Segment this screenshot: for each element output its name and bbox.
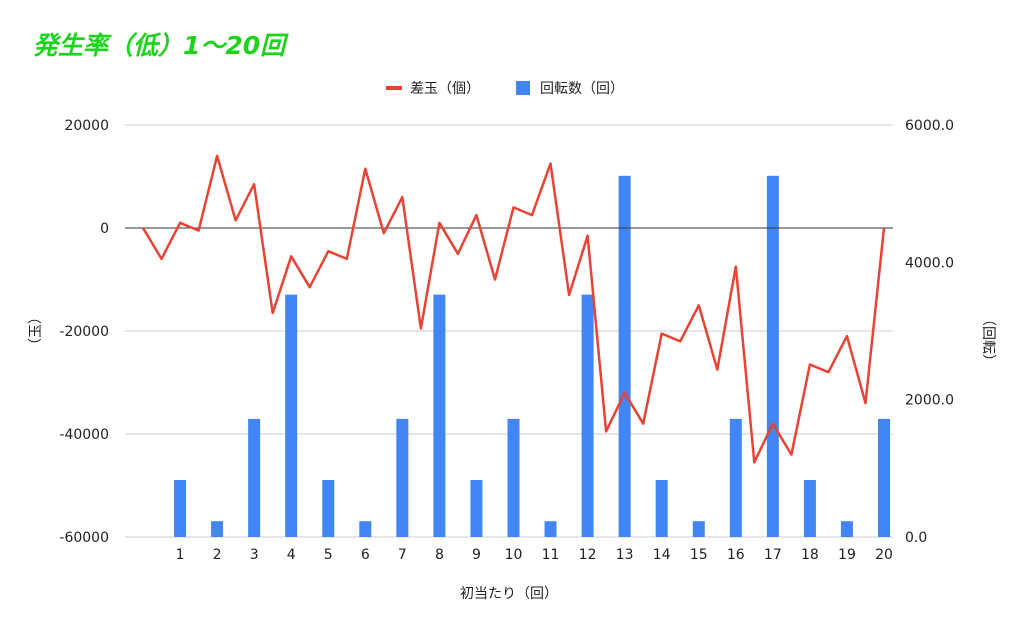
x-tick-label: 11 bbox=[542, 547, 560, 563]
bar bbox=[655, 480, 668, 537]
bar-series bbox=[174, 175, 890, 537]
bar bbox=[803, 480, 816, 537]
bar bbox=[766, 175, 779, 537]
x-tick-label: 7 bbox=[398, 547, 407, 563]
y-left-tick-label: -40000 bbox=[59, 427, 109, 443]
legend-line-label: 差玉（個） bbox=[410, 81, 480, 97]
x-tick-label: 2 bbox=[213, 547, 222, 563]
x-tick-label: 8 bbox=[435, 547, 444, 563]
bar bbox=[581, 294, 594, 537]
chart-title: 発生率（低）1〜20回 bbox=[33, 31, 286, 60]
x-tick-label: 12 bbox=[579, 547, 597, 563]
line-series bbox=[141, 154, 886, 464]
axis-labels: 20000 0 -20000 -40000 -60000 6000.0 4000.0 2000… bbox=[59, 118, 954, 563]
x-tick-label: 13 bbox=[616, 547, 634, 563]
bar bbox=[174, 480, 187, 537]
x-tick-label: 19 bbox=[838, 547, 856, 563]
bar bbox=[507, 418, 520, 537]
x-tick-label: 1 bbox=[176, 547, 185, 563]
x-tick-label: 10 bbox=[505, 547, 523, 563]
bar bbox=[285, 294, 298, 537]
bar bbox=[692, 521, 705, 537]
legend: 差玉（個） 回転数（回） bbox=[386, 81, 624, 97]
bar bbox=[248, 418, 261, 537]
y-axis-left-title: （玉） bbox=[28, 310, 44, 352]
y-right-tick-label: 6000.0 bbox=[905, 118, 954, 134]
bar bbox=[878, 418, 890, 537]
x-tick-label: 16 bbox=[727, 547, 745, 563]
legend-bar-label: 回転数（回） bbox=[540, 81, 624, 97]
bar bbox=[544, 521, 557, 537]
legend-bar-swatch bbox=[516, 81, 530, 95]
bar bbox=[470, 480, 483, 537]
y-left-tick-label: 20000 bbox=[64, 118, 109, 134]
y-left-tick-label: -20000 bbox=[59, 324, 109, 340]
y-right-tick-label: 0.0 bbox=[905, 530, 927, 546]
x-tick-label: 9 bbox=[472, 547, 481, 563]
x-tick-label: 17 bbox=[764, 547, 782, 563]
y-right-tick-label: 4000.0 bbox=[905, 255, 954, 271]
x-tick-label: 15 bbox=[690, 547, 708, 563]
y-left-tick-label: 0 bbox=[100, 221, 109, 237]
x-tick-label: 18 bbox=[801, 547, 819, 563]
y-right-tick-label: 2000.0 bbox=[905, 393, 954, 409]
bar bbox=[359, 521, 372, 537]
y-axis-right-title: （回転） bbox=[980, 312, 996, 368]
bar bbox=[211, 521, 224, 537]
x-tick-label: 20 bbox=[875, 547, 893, 563]
bar bbox=[396, 418, 409, 537]
y-left-tick-label: -60000 bbox=[59, 530, 109, 546]
x-tick-label: 4 bbox=[287, 547, 296, 563]
x-tick-label: 5 bbox=[324, 547, 333, 563]
x-tick-label: 3 bbox=[250, 547, 259, 563]
bar bbox=[433, 294, 446, 537]
x-axis-title: 初当たり（回） bbox=[460, 585, 558, 602]
x-tick-label: 14 bbox=[653, 547, 671, 563]
x-tick-label: 6 bbox=[361, 547, 370, 563]
bar bbox=[729, 418, 742, 537]
line-path bbox=[141, 154, 886, 464]
bar bbox=[322, 480, 335, 537]
bar bbox=[618, 175, 631, 537]
bar bbox=[840, 521, 853, 537]
